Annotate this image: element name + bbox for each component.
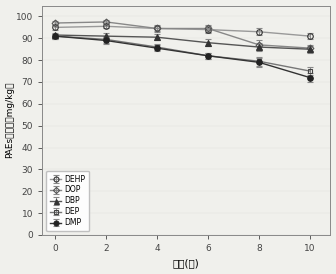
X-axis label: 时间(天): 时间(天) [173,258,200,269]
Legend: DEHP, DOP, DBP, DEP, DMP: DEHP, DOP, DBP, DEP, DMP [46,171,89,231]
Y-axis label: PAEs残留量（mg/kg）: PAEs残留量（mg/kg） [6,82,14,158]
